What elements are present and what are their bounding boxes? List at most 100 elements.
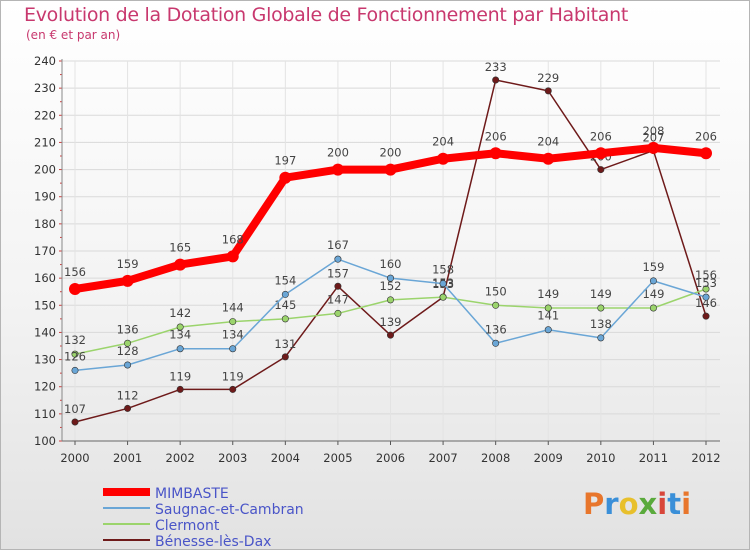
data-label: 144 xyxy=(222,301,244,315)
data-label: 149 xyxy=(537,287,559,301)
data-label: 134 xyxy=(169,328,191,342)
data-label: 204 xyxy=(432,135,454,149)
data-point xyxy=(229,318,237,326)
x-tick-label: 2001 xyxy=(113,451,142,465)
y-tick-label: 200 xyxy=(34,163,56,177)
x-tick-label: 2006 xyxy=(376,451,405,465)
x-tick-label: 2012 xyxy=(691,451,720,465)
x-tick-label: 2011 xyxy=(639,451,668,465)
x-tick-label: 2009 xyxy=(534,451,563,465)
data-point xyxy=(544,326,552,334)
legend-label: Clermont xyxy=(155,518,220,534)
logo-letter: i xyxy=(681,487,692,521)
x-tick-label: 2007 xyxy=(428,451,457,465)
data-point xyxy=(386,331,394,339)
data-point xyxy=(597,334,605,342)
data-label: 167 xyxy=(327,238,349,252)
data-point xyxy=(544,87,552,95)
y-tick-label: 130 xyxy=(34,353,56,367)
logo-letter: o xyxy=(618,487,639,521)
data-label: 157 xyxy=(327,266,349,280)
data-label: 136 xyxy=(117,322,139,336)
data-point xyxy=(334,282,342,290)
data-label: 138 xyxy=(590,317,612,331)
data-label: 159 xyxy=(642,260,664,274)
data-label: 156 xyxy=(695,268,717,282)
data-point xyxy=(492,301,500,309)
data-label: 200 xyxy=(327,146,349,160)
y-tick-label: 220 xyxy=(34,108,56,122)
data-point xyxy=(334,255,342,263)
data-label: 206 xyxy=(695,129,717,143)
data-point xyxy=(649,277,657,285)
data-point xyxy=(702,312,710,320)
data-label: 156 xyxy=(64,265,86,279)
data-label: 207 xyxy=(642,131,664,145)
data-point xyxy=(229,345,237,353)
data-point xyxy=(384,163,397,176)
data-point xyxy=(281,290,289,298)
data-point xyxy=(176,385,184,393)
data-point xyxy=(124,361,132,369)
x-tick-label: 2003 xyxy=(218,451,247,465)
data-point xyxy=(176,345,184,353)
y-tick-label: 240 xyxy=(34,54,56,68)
y-tick-label: 100 xyxy=(34,434,56,448)
data-point xyxy=(700,147,712,160)
y-tick-label: 170 xyxy=(34,244,56,258)
data-point xyxy=(597,304,605,312)
data-label: 168 xyxy=(222,232,244,246)
data-point xyxy=(229,385,237,393)
y-tick-label: 230 xyxy=(34,81,56,95)
data-label: 197 xyxy=(274,154,296,168)
x-tick-label: 2008 xyxy=(481,451,510,465)
data-label: 206 xyxy=(590,129,612,143)
data-label: 139 xyxy=(380,315,402,329)
data-label: 131 xyxy=(274,337,296,351)
y-tick-label: 110 xyxy=(34,407,56,421)
data-point xyxy=(71,418,79,426)
data-label: 128 xyxy=(117,344,139,358)
chart-subtitle: (en € et par an) xyxy=(26,28,121,42)
data-point xyxy=(281,315,289,323)
data-point xyxy=(649,304,657,312)
x-tick-label: 2000 xyxy=(60,451,89,465)
data-point xyxy=(281,353,289,361)
data-label: 159 xyxy=(117,257,139,271)
data-point xyxy=(594,147,607,160)
data-label: 154 xyxy=(274,273,296,287)
x-tick-label: 2005 xyxy=(323,451,352,465)
y-tick-label: 210 xyxy=(34,135,56,149)
data-label: 160 xyxy=(380,257,402,271)
data-point xyxy=(439,293,447,301)
data-label: 146 xyxy=(695,296,717,310)
data-point xyxy=(489,147,502,160)
data-point xyxy=(647,141,660,154)
data-point xyxy=(176,323,184,331)
legend-label: Saugnac-et-Cambran xyxy=(155,502,304,518)
data-label: 208 xyxy=(642,124,664,138)
data-point xyxy=(702,293,710,301)
data-label: 204 xyxy=(537,135,559,149)
y-tick-label: 180 xyxy=(34,217,56,231)
data-point xyxy=(702,285,710,293)
logo-letter: t xyxy=(667,487,682,521)
data-point xyxy=(174,258,187,271)
data-label: 107 xyxy=(64,402,86,416)
y-tick-label: 190 xyxy=(34,190,56,204)
data-label: 112 xyxy=(117,388,139,402)
data-label: 150 xyxy=(485,284,507,298)
y-tick-label: 120 xyxy=(34,380,56,394)
y-tick-label: 160 xyxy=(34,271,56,285)
data-point xyxy=(69,283,81,295)
data-label: 134 xyxy=(222,328,244,342)
y-tick-label: 140 xyxy=(34,325,56,339)
chart-title: Evolution de la Dotation Globale de Fonc… xyxy=(24,4,629,26)
data-point xyxy=(386,296,394,304)
legend-label: Bénesse-lès-Dax xyxy=(155,534,271,550)
proxiti-logo: Proxiti xyxy=(583,487,691,521)
data-label: 141 xyxy=(537,309,559,323)
data-label: 126 xyxy=(64,349,86,363)
data-point xyxy=(597,166,605,174)
